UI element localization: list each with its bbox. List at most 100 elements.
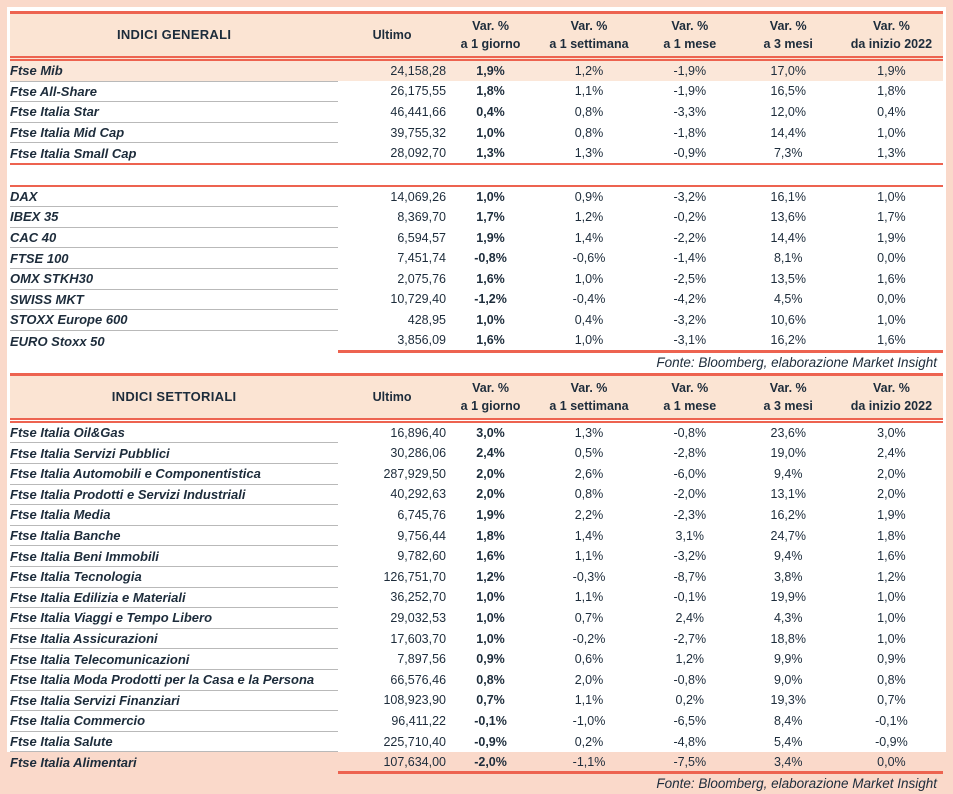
var-pct-value: 0,8%: [574, 104, 604, 119]
column-header-line1: Var. %: [472, 380, 509, 395]
var-pct-value: 2,4%: [877, 446, 906, 461]
index-name: Ftse Italia Edilizia e Materiali: [10, 587, 339, 609]
var-pct-value: 0,7%: [476, 693, 505, 708]
index-name: Ftse Italia Telecomunicazioni: [10, 648, 339, 670]
var-pct-value: 14,4%: [770, 230, 806, 245]
var-pct-value: -2,8%: [673, 446, 707, 461]
table-row: Ftse Italia Servizi Pubblici 30,286,06 2,4…: [10, 442, 943, 464]
var-pct-value: 16,5%: [770, 84, 806, 99]
index-name: DAX: [10, 185, 339, 208]
var-pct-value: 3,0%: [877, 425, 906, 440]
var-pct-value: -2,0%: [673, 487, 707, 502]
var-pct-value: 2,0%: [476, 487, 505, 502]
var-pct-value: -0,9%: [673, 145, 707, 160]
index-name: Ftse Italia Automobili e Componentistica: [10, 463, 339, 485]
table-row: Ftse Italia Automobili e Componentistica…: [10, 463, 943, 485]
var-pct-value: 1,9%: [839, 58, 943, 82]
column-header-line1: Ultimo: [372, 28, 412, 42]
var-pct-value: 0,9%: [476, 652, 505, 667]
var-pct-value: 4,5%: [773, 292, 803, 307]
var-pct-value: 0,8%: [574, 487, 604, 502]
index-name: Ftse Italia Mid Cap: [10, 122, 339, 144]
var-pct-value: -0,9%: [875, 734, 908, 749]
var-pct-value: -7,5%: [642, 751, 737, 775]
var-pct-value: 1,4%: [574, 528, 604, 543]
table-row: Ftse Italia Assicurazioni 17,603,70 1,0% -0…: [10, 628, 943, 650]
ultimo-value: 14,069,26: [390, 189, 447, 204]
column-header-line2: a 1 settimana: [549, 37, 629, 51]
ultimo-value: 225,710,40: [383, 734, 447, 749]
var-pct-value: 14,4%: [770, 125, 806, 140]
var-pct-value: 13,1%: [770, 487, 806, 502]
index-name: Ftse Italia Servizi Finanziari: [10, 690, 339, 712]
var-pct-value: 1,0%: [574, 271, 604, 286]
index-name: Ftse Italia Prodotti e Servizi Industria…: [10, 484, 339, 506]
var-pct-value: 1,0%: [877, 312, 906, 327]
var-pct-value: 1,1%: [574, 693, 604, 708]
var-pct-value: 0,5%: [574, 446, 604, 461]
ultimo-value: 108,923,90: [383, 693, 447, 708]
index-name: STOXX Europe 600: [10, 309, 339, 331]
table-row: Ftse Italia Moda Prodotti per la Casa e …: [10, 669, 943, 691]
table-row: Ftse Italia Media 6,745,76 1,9% 2,2% -2,3% 16…: [10, 504, 943, 526]
table-row: STOXX Europe 600 428,95 1,0% 0,4% -3,2% 10,6%…: [10, 309, 943, 331]
var-pct-value: 2,2%: [574, 507, 604, 522]
var-pct-value: 1,3%: [476, 145, 505, 160]
var-pct-value: -0,1%: [474, 713, 507, 728]
var-pct-value: 12,0%: [770, 104, 806, 119]
ultimo-value: 3,856,09: [338, 330, 447, 353]
table-row: Ftse Italia Beni Immobili 9,782,60 1,6% 1,1…: [10, 545, 943, 567]
var-pct-value: 4,3%: [773, 610, 803, 625]
column-header: Var. % da inizio 2022: [839, 372, 943, 423]
ultimo-value: 107,634,00: [338, 751, 447, 775]
var-pct-value: 18,8%: [770, 631, 806, 646]
var-pct-value: -2,5%: [673, 271, 707, 286]
var-pct-value: 0,0%: [877, 292, 906, 307]
var-pct-value: 9,0%: [773, 672, 803, 687]
var-pct-value: 0,9%: [877, 652, 906, 667]
ultimo-value: 66,576,46: [390, 672, 447, 687]
column-header-line2: a 3 mesi: [763, 37, 813, 51]
var-pct-value: 1,0%: [476, 610, 505, 625]
var-pct-value: -0,1%: [673, 590, 707, 605]
ultimo-value: 9,782,60: [397, 549, 447, 564]
index-name: FTSE 100: [10, 247, 339, 269]
var-pct-value: 1,0%: [877, 631, 906, 646]
var-pct-value: 1,2%: [535, 58, 643, 82]
column-header-line2: a 1 mese: [663, 37, 717, 51]
var-pct-value: 1,2%: [476, 569, 505, 584]
var-pct-value: -0,2%: [673, 209, 707, 224]
var-pct-value: 1,0%: [877, 125, 906, 140]
var-pct-value: 1,9%: [476, 507, 505, 522]
var-pct-value: 2,0%: [877, 487, 906, 502]
var-pct-value: -3,2%: [673, 312, 707, 327]
var-pct-value: 1,1%: [574, 84, 604, 99]
ultimo-value: 6,594,57: [397, 230, 447, 245]
report-page: INDICI GENERALI Ultimo Var. % a 1 giorno Var…: [7, 7, 946, 791]
var-pct-value: 1,7%: [476, 209, 505, 224]
var-pct-value: -0,2%: [572, 631, 606, 646]
var-pct-value: 1,8%: [476, 528, 505, 543]
table-row: Ftse Italia Oil&Gas 16,896,40 3,0% 1,3% -0,8…: [10, 420, 943, 444]
index-name: Ftse Italia Salute: [10, 731, 339, 753]
var-pct-value: 0,2%: [675, 693, 705, 708]
column-header: Ultimo: [338, 372, 447, 423]
table-row: Ftse Italia Viaggi e Tempo Libero 29,032,…: [10, 607, 943, 629]
table-row: OMX STKH30 2,075,76 1,6% 1,0% -2,5% 13,5% 1,6%: [10, 268, 943, 290]
source-note: Fonte: Bloomberg, elaborazione Market In…: [656, 776, 937, 792]
var-pct-value: 1,6%: [476, 549, 505, 564]
var-pct-value: 2,4%: [476, 446, 505, 461]
var-pct-value: -1,4%: [673, 251, 707, 266]
var-pct-value: 1,0%: [877, 189, 906, 204]
var-pct-value: 0,7%: [574, 610, 604, 625]
var-pct-value: 0,7%: [877, 693, 906, 708]
var-pct-value: 19,9%: [770, 590, 806, 605]
column-header-line1: Var. %: [570, 380, 608, 395]
var-pct-value: -1,1%: [535, 751, 643, 775]
var-pct-value: 0,0%: [839, 751, 943, 775]
var-pct-value: 1,2%: [574, 209, 604, 224]
ultimo-value: 24,158,28: [338, 58, 447, 82]
table-title: INDICI SETTORIALI: [10, 372, 339, 423]
var-pct-value: 1,0%: [476, 125, 505, 140]
indici-settoriali-table: INDICI SETTORIALI Ultimo Var. % a 1 giorno V…: [10, 372, 943, 775]
